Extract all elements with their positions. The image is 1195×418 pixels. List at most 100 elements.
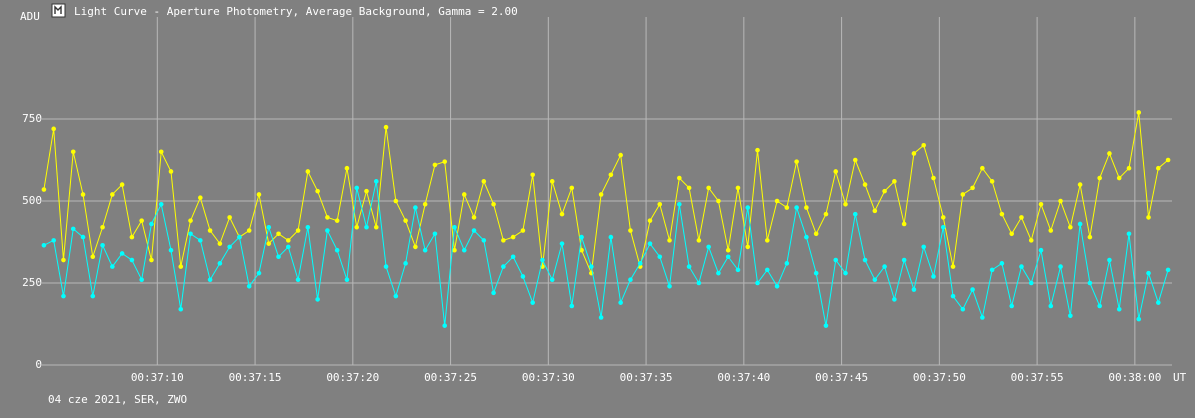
data-point (139, 277, 144, 283)
data-point (686, 264, 692, 269)
data-point (647, 241, 653, 246)
data-point (139, 218, 144, 223)
data-point (61, 293, 66, 299)
data-point (119, 251, 125, 256)
data-point (393, 293, 399, 299)
data-point (706, 185, 711, 191)
data-point (491, 290, 496, 296)
data-point (774, 198, 780, 204)
data-point (716, 198, 721, 204)
y-tick-label: 750 (22, 112, 42, 125)
data-point (61, 257, 66, 263)
data-point (315, 188, 320, 194)
data-point (530, 172, 535, 178)
data-point (481, 238, 487, 243)
data-point (1165, 267, 1171, 273)
data-point (1156, 165, 1161, 171)
data-point (1009, 303, 1014, 309)
data-point (892, 179, 897, 184)
data-point (383, 124, 389, 130)
data-point (246, 283, 252, 289)
data-point (1058, 198, 1063, 204)
data-point (862, 182, 868, 187)
y-axis-label: ADU (20, 10, 40, 23)
data-point (90, 293, 96, 299)
data-point (158, 201, 164, 207)
x-tick-label: 00:37:30 (522, 371, 575, 384)
data-point (70, 226, 76, 232)
data-point (305, 224, 311, 230)
data-point (51, 238, 56, 243)
data-point (901, 257, 907, 263)
data-point (491, 201, 496, 207)
app-icon (51, 3, 66, 18)
data-point (804, 205, 809, 210)
x-tick-label: 00:38:00 (1108, 371, 1161, 384)
data-point (471, 215, 477, 220)
data-point (305, 169, 311, 174)
data-point (100, 242, 105, 248)
data-point (1048, 303, 1054, 309)
data-point (833, 169, 839, 174)
data-point (373, 224, 379, 230)
data-point (755, 147, 760, 153)
data-point (921, 244, 927, 250)
data-point (843, 201, 848, 207)
x-tick-label: 00:37:55 (1011, 371, 1064, 384)
data-point (647, 218, 653, 223)
data-point (960, 192, 966, 197)
data-point (432, 162, 438, 168)
data-point (266, 241, 272, 246)
data-point (422, 201, 428, 207)
data-point (1136, 316, 1142, 322)
data-point (510, 254, 516, 260)
data-point (745, 205, 751, 210)
x-tick-label: 00:37:25 (424, 371, 477, 384)
data-point (432, 231, 438, 237)
data-point (901, 221, 907, 227)
data-point (461, 192, 467, 197)
data-point (667, 238, 672, 243)
data-point (325, 228, 330, 233)
data-point (618, 300, 623, 305)
data-point (540, 257, 545, 263)
data-point (667, 283, 672, 289)
data-point (1048, 228, 1054, 233)
data-point (403, 261, 408, 266)
data-point (950, 264, 956, 269)
data-point (413, 244, 418, 250)
data-point (1116, 175, 1122, 181)
data-point (755, 280, 760, 286)
data-point (618, 152, 623, 158)
data-point (119, 182, 125, 187)
data-point (608, 234, 614, 240)
data-point (70, 149, 76, 155)
data-point (520, 228, 526, 233)
data-point (931, 175, 936, 181)
data-point (510, 234, 516, 240)
data-point (461, 247, 467, 253)
data-point (716, 270, 721, 276)
data-point (90, 254, 96, 260)
data-point (158, 149, 164, 155)
data-point (41, 242, 47, 248)
data-point (276, 231, 281, 237)
data-point (784, 261, 790, 266)
x-tick-label: 00:37:20 (326, 371, 379, 384)
data-point (628, 277, 633, 283)
data-point (774, 283, 780, 289)
data-point (608, 172, 614, 178)
data-point (960, 306, 966, 312)
data-point (725, 247, 731, 253)
data-point (872, 208, 878, 214)
x-axis-label: UT (1173, 371, 1187, 384)
data-point (980, 165, 985, 171)
data-point (579, 247, 584, 253)
data-point (764, 267, 770, 273)
data-point (852, 211, 858, 217)
data-point (452, 247, 457, 253)
data-point (188, 231, 193, 237)
data-point (628, 228, 633, 233)
data-point (41, 187, 47, 192)
data-point (823, 211, 829, 217)
